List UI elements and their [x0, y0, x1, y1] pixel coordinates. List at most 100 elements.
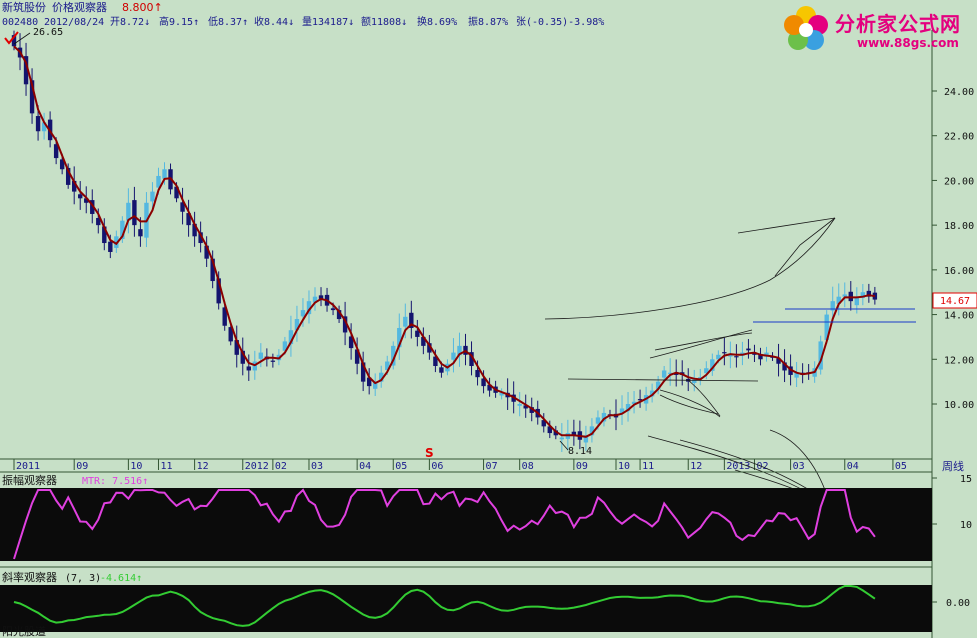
candle-body: [11, 35, 17, 47]
candle-body: [108, 241, 113, 252]
quote-low: 低8.37↑: [208, 15, 248, 28]
slope-panel-title: 斜率观察器: [2, 570, 57, 584]
candle-body: [156, 175, 161, 188]
logo-url: www.88gs.com: [857, 36, 959, 50]
candle-body: [415, 330, 420, 337]
candle-body: [698, 377, 703, 379]
candle-body: [541, 420, 546, 427]
quote-change: 张(-0.35)-3.98%: [516, 16, 604, 28]
candle-body: [529, 407, 534, 413]
candle-body: [204, 245, 209, 259]
candle-body: [288, 330, 294, 345]
candle-body: [722, 352, 727, 354]
annotation-line-2: [649, 329, 753, 359]
candle-body: [553, 430, 558, 436]
candle-body: [601, 412, 607, 422]
candle-body: [126, 202, 131, 221]
candle-body: [704, 368, 709, 374]
candle-body: [860, 292, 866, 299]
candle-body: [866, 290, 872, 297]
candle-body: [78, 194, 83, 199]
candle-body: [210, 258, 215, 282]
moving-average-line: [13, 45, 876, 438]
candle-body: [59, 159, 65, 170]
mtr-line: [13, 488, 876, 560]
time-tick-label: 2013: [726, 461, 750, 472]
candle-body: [667, 372, 673, 374]
stock-code: 002480: [2, 17, 38, 28]
period-label: 周线: [942, 459, 964, 473]
candle-body: [674, 372, 679, 375]
stock-name: 新筑股份: [2, 0, 46, 14]
candle-body: [854, 296, 859, 306]
quote-amount: 额11808↓: [361, 15, 407, 28]
time-tick-label: 02: [275, 461, 287, 472]
time-tick-label: 04: [359, 461, 371, 472]
price-tick-label: 10.00: [944, 400, 974, 411]
time-tick-label: 05: [395, 461, 407, 472]
slope-axis: 0.00: [932, 598, 970, 609]
candle-body: [150, 191, 155, 202]
candle-body: [710, 359, 715, 371]
mtr-tick-label: 10: [960, 520, 972, 531]
current-price-tag: [932, 292, 977, 309]
candle-body: [818, 341, 823, 370]
annotation-line-4: [659, 389, 721, 418]
candle-body: [637, 399, 643, 401]
quote-turnover: 换8.69%: [417, 15, 457, 28]
candle-body: [631, 401, 637, 404]
candle-body: [379, 372, 384, 382]
candle-body: [102, 226, 107, 244]
slope-tick-label: 0.00: [946, 598, 970, 609]
candle-body: [348, 336, 354, 349]
mtr-tick-label: 15: [960, 474, 972, 485]
slope-value: -4.614↑: [100, 573, 142, 584]
min-price-label: 8.14: [568, 446, 592, 457]
candle-body: [836, 296, 841, 304]
candle-body: [752, 353, 757, 355]
candle-body: [571, 431, 577, 436]
price-tick-label: 24.00: [944, 87, 974, 98]
candle-body: [776, 358, 781, 364]
indicator-value: 8.800↑: [122, 1, 163, 14]
candle-body: [595, 417, 601, 424]
quote-volume: 量134187↓: [302, 16, 354, 28]
candle-body: [842, 294, 847, 297]
candle-body: [41, 122, 47, 132]
candle-body: [96, 217, 101, 226]
footer-label: 阳光股道: [2, 624, 46, 638]
candle-body: [559, 437, 565, 440]
candle-body: [330, 308, 336, 311]
annotation-curve-3: [774, 217, 836, 277]
candle-body: [830, 301, 835, 311]
candle-body: [619, 408, 625, 414]
time-tick-label: 11: [160, 461, 172, 472]
time-tick-label: 09: [76, 461, 88, 472]
candle-body: [655, 381, 661, 390]
candle-body: [72, 180, 77, 192]
time-tick-label: 12: [690, 461, 702, 472]
support-lines: [753, 308, 916, 323]
candle-body: [475, 370, 480, 378]
candle-body: [342, 316, 348, 333]
quote-date: 2012/08/24: [44, 17, 104, 28]
site-logo[interactable]: 分析家公式网 www.88gs.com: [775, 2, 973, 56]
time-tick-label: 06: [431, 461, 443, 472]
price-tick-label: 18.00: [944, 221, 974, 232]
candle-body: [385, 361, 390, 371]
candle-body: [120, 220, 125, 240]
candle-body: [360, 362, 366, 382]
time-tick-label: 03: [793, 461, 805, 472]
time-tick-label: 08: [522, 461, 534, 472]
annotation-line-1: [567, 378, 759, 382]
candle-body: [53, 144, 59, 159]
candle-body: [457, 345, 462, 356]
candle-body: [35, 116, 41, 132]
candle-body: [373, 381, 378, 389]
candle-body: [481, 378, 486, 387]
candle-body: [794, 372, 799, 378]
logo-title: 分析家公式网: [835, 12, 961, 36]
candle-body: [246, 366, 251, 371]
candle-body: [649, 390, 655, 397]
